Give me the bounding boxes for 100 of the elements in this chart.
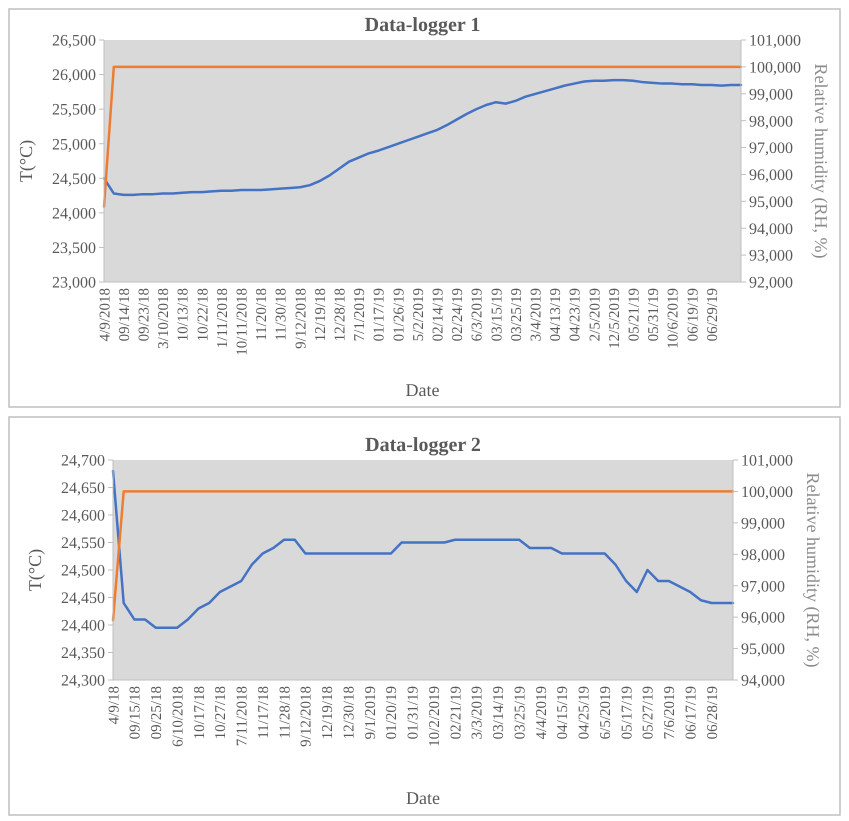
y-tick-label: 24,550 [61,535,105,552]
x-tick-label: 01/17/19 [372,288,388,342]
x-tick-label: 05/17/19 [619,686,636,740]
y2-tick-label: 95,000 [749,194,793,211]
y2-tick-label: 96,000 [749,167,793,184]
x-tick-label: 06/19/19 [685,288,702,342]
y2-tick-label: 97,000 [741,578,785,596]
x-tick-label: 04/13/19 [548,288,564,342]
x-tick-label: 02/24/19 [450,288,466,342]
y2-axis-title: Relative humidity (RH, %) [803,472,823,668]
x-axis-title: Date [406,380,440,400]
x-tick-label: 4/9/18 [106,686,122,724]
x-tick-label: 01/20/19 [384,686,400,740]
x-tick-label: 03/25/19 [508,288,525,342]
y2-tick-label: 100,000 [741,484,793,502]
x-tick-label: 3/10/2018 [156,288,172,349]
y-tick-label: 24,650 [61,480,105,498]
x-tick-label: 01/31/19 [406,686,422,740]
x-tick-label: 12/5/2019 [606,288,623,349]
y2-tick-label: 93,000 [749,248,793,265]
y-tick-label: 24,600 [61,508,105,525]
x-tick-label: 1/11/2018 [214,288,231,348]
y-tick-label: 26,000 [52,67,96,84]
x-tick-label: 9/1/2019 [362,686,379,740]
y-tick-label: 24,700 [61,452,105,470]
y2-tick-label: 100,000 [749,59,801,76]
x-tick-label: 7/11/2018 [234,686,251,746]
x-tick-label: 11/30/18 [274,288,290,341]
x-tick-label: 03/15/19 [489,288,506,342]
x-tick-label: 4/9/2018 [97,288,114,342]
x-tick-label: 05/31/19 [646,288,662,342]
y-tick-label: 24,000 [52,205,96,222]
y2-axis-title: Relative humidity (RH, %) [811,64,831,258]
x-tick-label: 6/3/2019 [470,288,486,342]
y2-tick-label: 96,000 [741,610,785,627]
x-tick-label: 12/28/18 [332,288,348,342]
x-tick-label: 10/22/18 [195,288,212,342]
y-tick-label: 23,500 [52,240,96,258]
x-tick-label: 04/15/19 [555,686,572,740]
chart-title: Data-logger 2 [365,434,481,456]
y-tick-label: 23,000 [52,274,96,292]
x-tick-label: 09/23/18 [136,288,152,342]
x-tick-label: 06/17/19 [683,686,700,740]
x-tick-label: 12/19/18 [312,288,329,342]
x-axis-title: Date [406,788,440,808]
x-tick-label: 09/14/18 [116,288,133,342]
y-tick-label: 24,500 [61,562,105,580]
y2-tick-label: 101,000 [741,452,793,470]
x-tick-label: 3/3/2019 [470,686,486,740]
x-tick-label: 9/12/2018 [293,288,310,349]
y-axis-title: T(°C) [16,140,36,182]
y2-tick-label: 97,000 [749,140,793,158]
x-tick-label: 7/6/2019 [662,686,678,740]
line-series [112,470,734,629]
x-tick-label: 2/5/2019 [587,288,604,342]
x-tick-label: 02/21/19 [448,686,464,740]
y-tick-label: 24,500 [52,170,96,188]
x-tick-label: 11/20/18 [254,288,270,341]
x-tick-label: 10/27/18 [213,686,230,740]
x-tick-label: 7/1/2019 [352,288,368,342]
y2-tick-label: 101,000 [749,32,801,50]
y-tick-label: 24,350 [61,645,105,662]
x-tick-label: 06/28/19 [704,686,721,740]
y2-tick-label: 94,000 [749,220,793,238]
x-tick-label: 6/5/2019 [598,686,614,740]
y2-tick-label: 99,000 [741,515,785,532]
y-tick-label: 25,000 [52,136,96,154]
y-tick-label: 24,400 [61,618,105,635]
y2-tick-label: 92,000 [749,274,793,292]
x-tick-label: 03/25/19 [512,686,528,740]
x-tick-label: 05/27/19 [640,686,657,740]
line-series [102,78,742,196]
y-tick-label: 26,500 [52,32,96,50]
y2-tick-label: 95,000 [741,641,785,658]
y2-tick-label: 94,000 [741,672,785,690]
x-tick-label: 4/4/2019 [534,686,550,740]
chart-title: Data-logger 1 [364,14,480,36]
y-axis-title: T(°C) [25,548,45,592]
x-tick-label: 10/13/18 [176,288,192,342]
x-tick-label: 10/2/2019 [426,686,443,747]
x-tick-label: 04/23/19 [568,288,584,342]
x-tick-label: 6/10/2018 [170,686,186,747]
y-tick-label: 24,300 [61,672,105,690]
x-tick-label: 10/17/18 [192,686,208,740]
y2-tick-label: 98,000 [749,113,793,130]
x-tick-label: 01/26/19 [391,288,408,342]
x-tick-label: 3/4/2019 [528,288,544,342]
x-tick-label: 02/14/19 [430,288,446,342]
x-tick-label: 05/21/19 [626,288,642,342]
x-tick-label: 03/14/19 [491,686,508,740]
x-tick-label: 11/17/18 [256,686,272,739]
x-tick-label: 04/25/19 [576,686,593,740]
x-tick-label: 09/15/18 [128,686,144,740]
x-tick-label: 06/29/19 [704,288,721,342]
x-tick-label: 09/25/18 [149,686,166,740]
x-tick-label: 5/2/2019 [410,288,427,342]
x-tick-label: 11/28/18 [277,686,294,739]
x-tick-label: 10/11/2018 [234,288,250,356]
y-tick-label: 24,450 [61,590,105,608]
x-tick-label: 12/19/18 [320,686,336,740]
